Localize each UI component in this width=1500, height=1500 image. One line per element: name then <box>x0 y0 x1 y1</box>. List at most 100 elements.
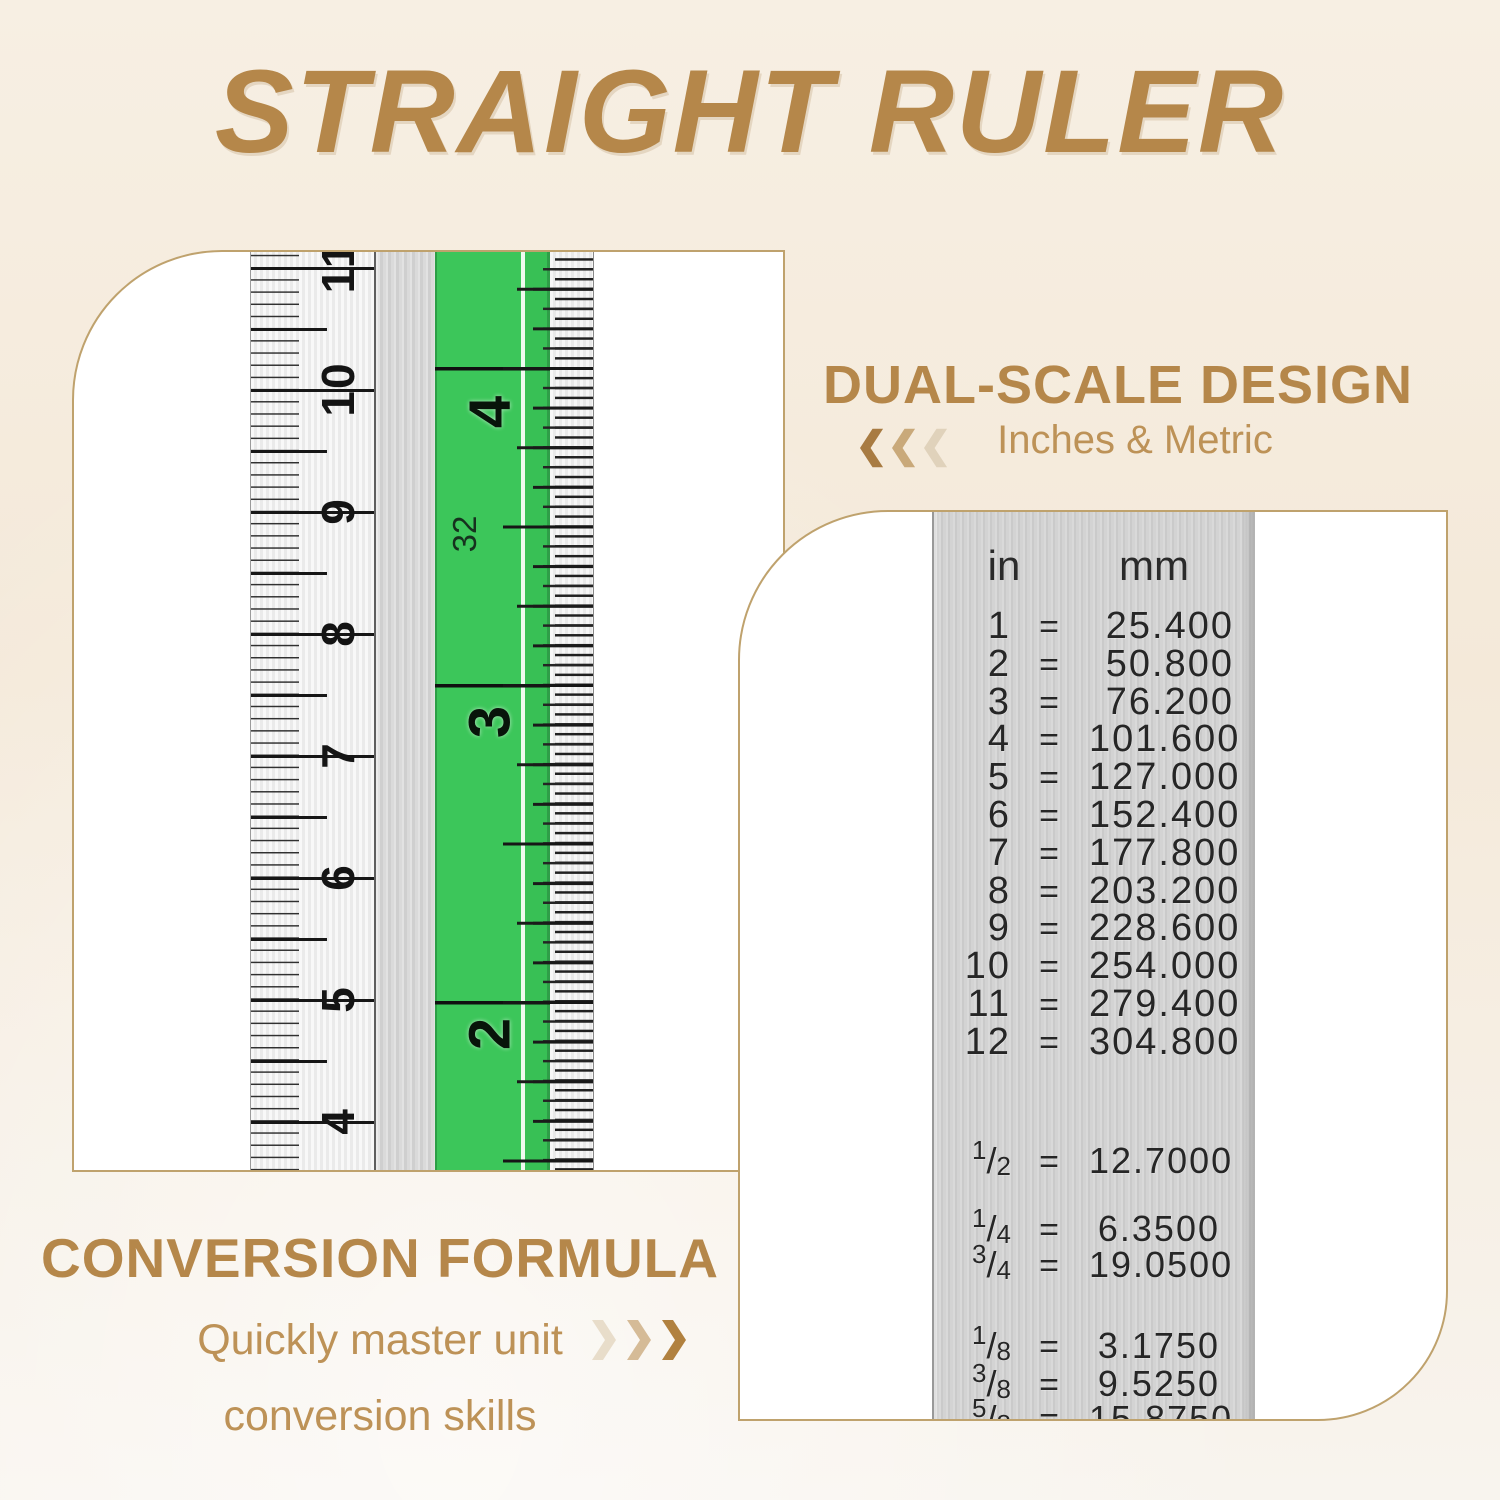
conversion-formula-heading: CONVERSION FORMULA <box>41 1227 719 1289</box>
inch-number-label: 4 <box>457 395 523 429</box>
equals-sign: = <box>1039 759 1061 798</box>
table-row: 10 = 254.000 <box>942 945 1250 988</box>
table-row: 3 = 76.200 <box>942 681 1250 724</box>
metric-number-label: 8 <box>312 619 364 647</box>
ruler-closeup-panel: 11 10 9 8 7 6 5 4 4 3 2 32 <box>72 250 785 1172</box>
mm-value: 76.200 <box>1105 680 1234 723</box>
equals-sign: = <box>1039 1328 1061 1366</box>
chevron-left-icon <box>892 428 916 468</box>
chevron-left-icon <box>924 428 948 468</box>
table-row: 4 = 101.600 <box>942 718 1250 761</box>
equals-sign: = <box>1039 910 1061 949</box>
inch-value: 9 <box>987 907 1011 950</box>
equals-sign: = <box>1039 797 1061 835</box>
inch-fraction-value: 3/8 <box>972 1358 1011 1404</box>
equals-sign: = <box>1039 1366 1061 1404</box>
table-row: 11 = 279.400 <box>942 983 1250 1026</box>
inch-value: 7 <box>987 831 1011 874</box>
mm-value: 9.5250 <box>1097 1363 1220 1404</box>
metric-number-label: 9 <box>312 497 364 525</box>
metric-number-label: 6 <box>312 863 364 891</box>
equals-sign: = <box>1039 872 1061 911</box>
table-row-fraction: 3/8 = 9.5250 <box>942 1358 1250 1405</box>
mm-value: 101.600 <box>1089 718 1241 761</box>
inch-value: 1 <box>987 605 1011 647</box>
conversion-formula-subline-1: Quickly master unit <box>197 1316 563 1364</box>
equals-sign: = <box>1039 834 1061 873</box>
mm-value: 25.400 <box>1105 605 1234 647</box>
conversion-strip: in mm 1 = 25.400 2 = 50.800 3 = 76.200 4 = 101.600 5… <box>932 512 1255 1419</box>
equals-sign: = <box>1039 608 1061 646</box>
inch-value: 8 <box>987 869 1011 912</box>
equals-sign: = <box>1039 986 1061 1024</box>
table-row: 2 = 50.800 <box>942 643 1250 686</box>
mm-value: 228.600 <box>1089 907 1241 950</box>
inch-fraction-value: 5/8 <box>972 1393 1011 1421</box>
metric-number-label: 11 <box>312 252 364 294</box>
equals-sign: = <box>1039 948 1061 987</box>
metric-number-label: 4 <box>312 1107 364 1135</box>
table-row: 6 = 152.400 <box>942 794 1250 837</box>
conversion-table-panel: in mm 1 = 25.400 2 = 50.800 3 = 76.200 4 = 101.600 5… <box>738 510 1448 1421</box>
table-row-fraction: 1/8 = 3.1750 <box>942 1320 1250 1367</box>
table-row: 1 = 25.400 <box>942 605 1250 648</box>
inch-value: 6 <box>987 794 1011 836</box>
table-header-in: in <box>987 542 1021 589</box>
metric-number-label: 7 <box>312 741 364 769</box>
conversion-formula-subline-2: conversion skills <box>223 1392 537 1440</box>
equals-sign: = <box>1039 721 1061 760</box>
equals-sign: = <box>1039 683 1061 722</box>
table-header-mm: mm <box>1119 542 1189 589</box>
equals-sign: = <box>1039 1247 1061 1285</box>
mm-value: 6.3500 <box>1097 1208 1220 1249</box>
inch-value: 10 <box>964 945 1011 988</box>
mm-value: 3.1750 <box>1097 1325 1220 1366</box>
mm-value: 127.000 <box>1089 756 1241 799</box>
chevron-right-icon <box>662 1320 686 1360</box>
ruler-photo: 11 10 9 8 7 6 5 4 4 3 2 32 <box>250 252 594 1170</box>
mm-value: 50.800 <box>1105 642 1234 685</box>
table-row: 8 = 203.200 <box>942 870 1250 913</box>
table-row-fraction: 5/8 = 15.8750 <box>942 1393 1250 1421</box>
mm-value: 12.7000 <box>1089 1140 1234 1181</box>
mm-value: 203.200 <box>1089 869 1241 912</box>
table-row: 9 = 228.600 <box>942 907 1250 950</box>
inch-value: 12 <box>964 1020 1011 1063</box>
mm-value: 279.400 <box>1089 983 1241 1025</box>
ruler-middle-band <box>378 252 435 1170</box>
table-row: 7 = 177.800 <box>942 832 1250 875</box>
mm-value: 19.0500 <box>1089 1244 1234 1285</box>
dual-scale-subheading: Inches & Metric <box>997 418 1273 462</box>
table-row-fraction: 1/2 = 12.7000 <box>942 1135 1250 1182</box>
mm-value: 254.000 <box>1089 945 1241 988</box>
equals-sign: = <box>1039 1143 1061 1181</box>
table-row: 5 = 127.000 <box>942 756 1250 799</box>
page-title: STRAIGHT RULER <box>214 46 1286 178</box>
inch-long-ticks-overlay <box>503 252 593 1170</box>
inch-value: 11 <box>967 983 1011 1025</box>
mm-value: 304.800 <box>1089 1020 1241 1063</box>
chevron-left-icon <box>860 428 884 468</box>
table-row: 12 = 304.800 <box>942 1021 1250 1064</box>
table-row-fraction: 1/4 = 6.3500 <box>942 1203 1250 1250</box>
inch-fraction-value: 1/4 <box>972 1203 1011 1249</box>
table-row-fraction: 3/4 = 19.0500 <box>942 1239 1250 1286</box>
left-chevrons-icon <box>860 428 949 468</box>
mm-value: 152.400 <box>1089 794 1241 836</box>
inch-number-label: 3 <box>457 705 523 739</box>
inch-number-label: 2 <box>457 1017 523 1051</box>
gradation-32-label: 32 <box>446 515 483 553</box>
inch-fraction-value: 1/8 <box>972 1320 1011 1366</box>
chevron-right-icon <box>592 1320 616 1360</box>
inch-value: 4 <box>987 718 1011 761</box>
equals-sign: = <box>1039 1023 1061 1062</box>
equals-sign: = <box>1039 1211 1061 1249</box>
inch-fraction-value: 3/4 <box>972 1239 1011 1285</box>
mm-value: 177.800 <box>1089 831 1241 874</box>
inch-fraction-value: 1/2 <box>972 1135 1011 1181</box>
chevron-right-icon <box>627 1320 651 1360</box>
dual-scale-heading: DUAL-SCALE DESIGN <box>822 355 1413 415</box>
equals-sign: = <box>1039 645 1061 684</box>
inch-value: 3 <box>987 680 1011 723</box>
